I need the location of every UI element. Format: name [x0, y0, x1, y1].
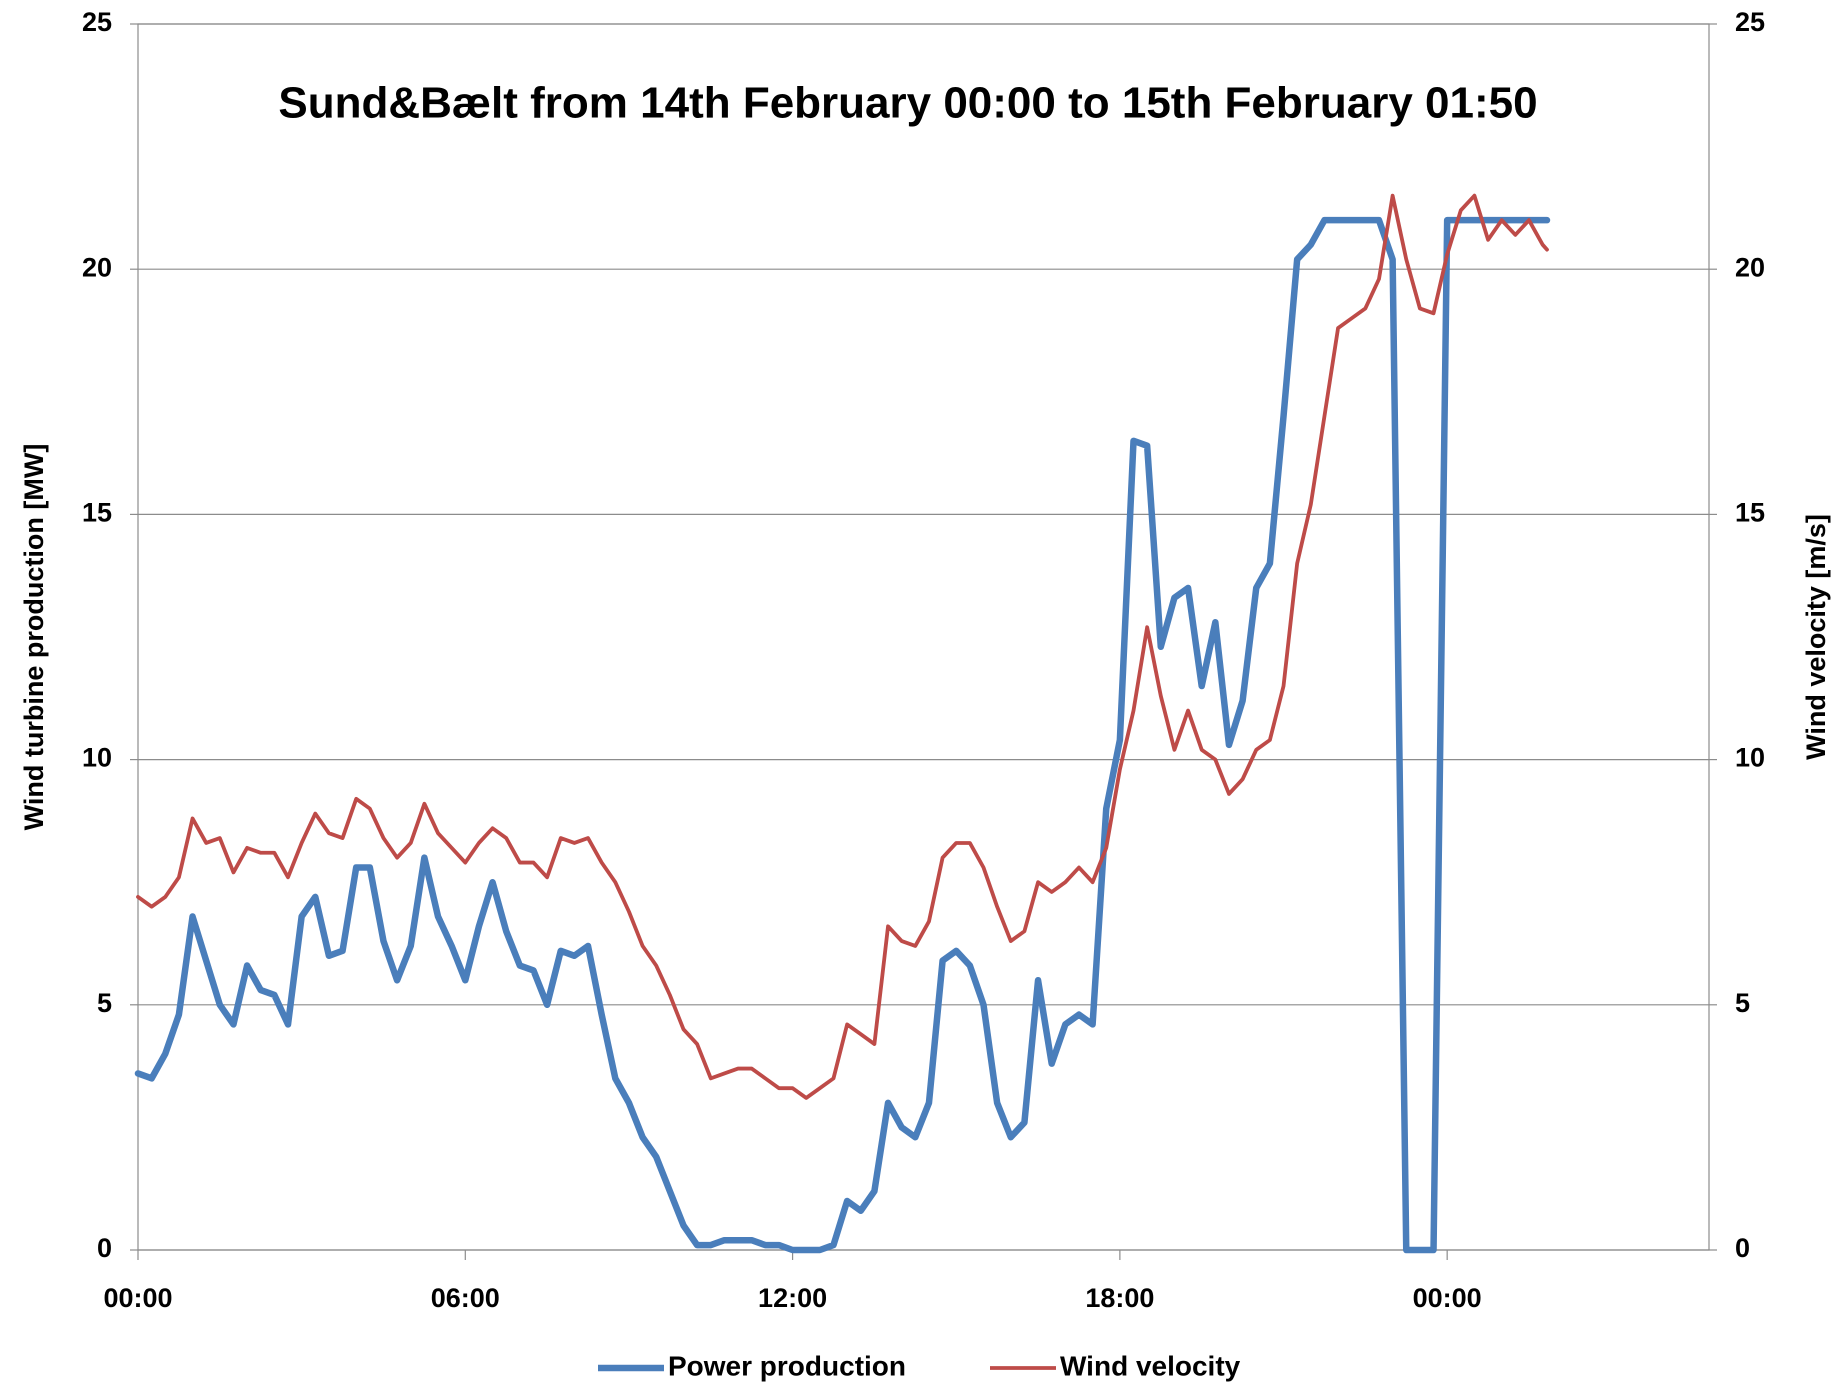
x-tick-label: 06:00: [431, 1283, 500, 1313]
y-axis-label: Wind turbine production [MW]: [19, 444, 49, 831]
legend-text: Power production: [668, 1350, 906, 1381]
plot-frame: [137, 23, 1710, 1251]
x-tick-label: 18:00: [1085, 1283, 1154, 1313]
x-tick-label: 00:00: [103, 1283, 172, 1313]
y-tick-label: 5: [97, 988, 112, 1018]
y2-tick-label: 15: [1735, 498, 1765, 528]
chart-title: Sund&Bælt from 14th February 00:00 to 15…: [278, 79, 1537, 128]
y-tick-label: 15: [82, 498, 112, 528]
y2-tick-label: 0: [1735, 1233, 1750, 1263]
x-tick-label: 12:00: [758, 1283, 827, 1313]
series-line: [136, 193, 1549, 1100]
y-tick-label: 10: [82, 743, 112, 773]
y2-axis-label: Wind velocity [m/s]: [1801, 514, 1831, 760]
x-tick-label: 00:00: [1413, 1283, 1482, 1313]
series-line: [134, 216, 1551, 1254]
y2-tick-label: 25: [1735, 7, 1765, 37]
y-tick-label: 20: [82, 252, 112, 282]
y-tick-label: 0: [97, 1233, 112, 1263]
y2-tick-label: 5: [1735, 988, 1750, 1018]
y2-tick-label: 20: [1735, 252, 1765, 282]
y-tick-label: 25: [82, 7, 112, 37]
y2-tick-label: 10: [1735, 743, 1765, 773]
legend-text: Wind velocity: [1060, 1350, 1241, 1381]
